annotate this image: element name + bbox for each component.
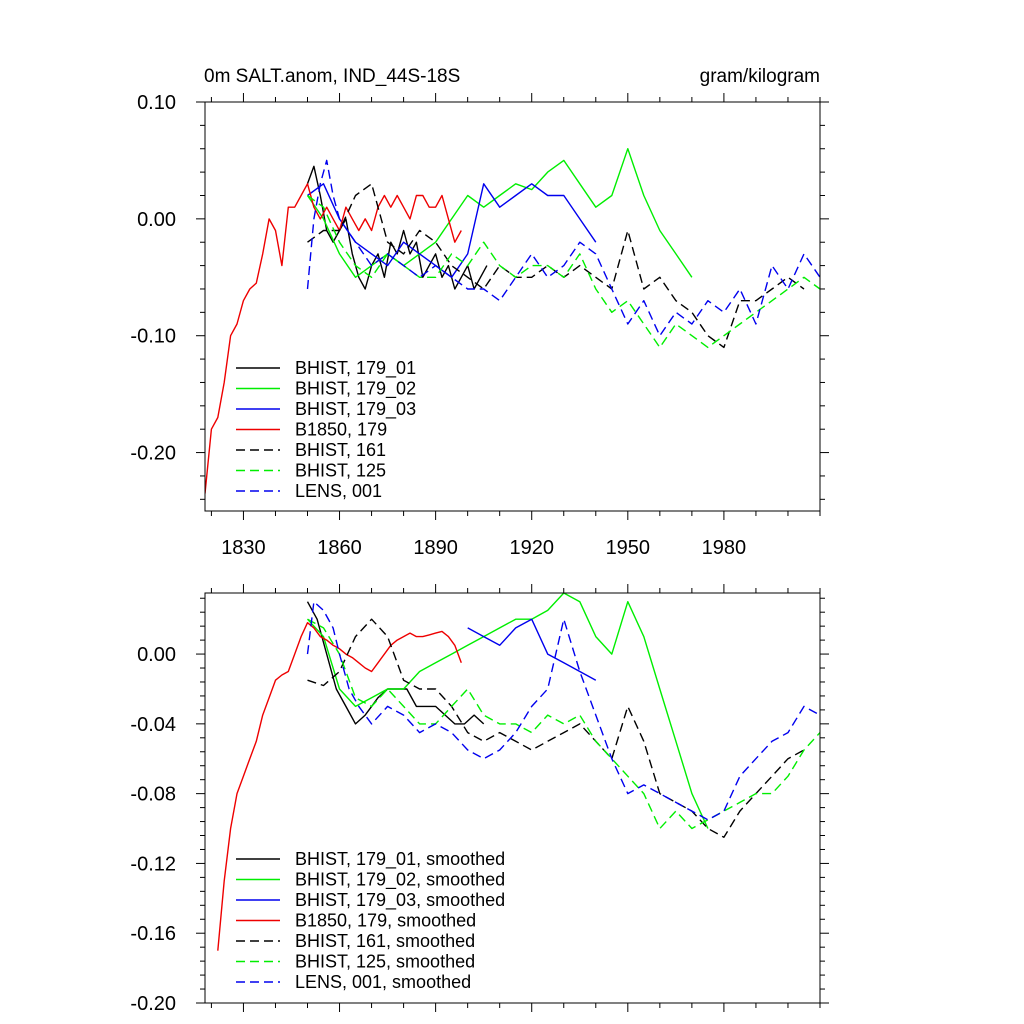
bottom-legend-label: BHIST, 161, smoothed [295,931,475,951]
bottom-chart-axes [204,592,821,1004]
bottom-series-line-5 [307,618,820,830]
bottom-ytick-label: -0.08 [130,784,176,806]
top-series-line-6 [306,159,820,337]
top-series-line-4 [307,183,805,349]
top-legend-label: BHIST, 179_02 [295,379,416,400]
bottom-legend-label: BHIST, 179_01, smoothed [295,849,505,870]
top-legend-label: BHIST, 179_03 [295,399,416,420]
bottom-legend-label: BHIST, 125, smoothed [295,952,475,972]
top-series-line-5 [307,194,820,349]
top-chart-panel: 0m SALT.anom, IND_44S-18S gram/kilogram … [130,66,829,559]
top-legend-label: LENS, 001 [295,481,382,501]
bottom-chart-ticks: 0.00 -0.04 -0.08 -0.12 -0.16 -0.20 [130,584,829,1015]
top-chart-ticks: 1830 1860 1890 1920 1950 1980 0.10 0.00 -0.10 -0.… [130,92,829,559]
bottom-legend-label: BHIST, 179_03, smoothed [295,890,505,911]
bottom-series-line-3 [217,622,462,951]
bottom-ytick-label: -0.04 [130,714,176,736]
bottom-series-line-4 [307,618,805,838]
top-xtick-label: 1860 [317,537,362,559]
top-chart-axes [204,101,821,512]
bottom-plot-frame [204,592,821,1004]
bottom-series-line-1 [306,593,709,829]
top-ytick-label: -0.10 [130,326,176,348]
top-xtick-label: 1980 [702,537,747,559]
top-chart-title: 0m SALT.anom, IND_44S-18S [204,66,460,87]
bottom-series-line-2 [467,618,597,681]
top-legend-label: BHIST, 161 [295,440,386,460]
bottom-series-line-0 [306,601,485,725]
top-plot-frame [204,101,821,512]
top-series-line-3 [205,183,462,494]
top-chart-units: gram/kilogram [700,66,820,87]
top-legend-label: B1850, 179 [295,420,387,440]
bottom-legend-label: LENS, 001, smoothed [295,972,471,992]
top-legend-label: BHIST, 179_01 [295,358,416,379]
top-ytick-label: 0.10 [137,92,176,114]
top-ytick-label: -0.20 [130,443,176,465]
top-ytick-label: 0.00 [137,209,176,231]
top-chart-series-group [205,147,820,494]
bottom-chart-panel: 0.00 -0.04 -0.08 -0.12 -0.16 -0.20 BHIST, 179… [130,584,829,1015]
top-xtick-label: 1890 [413,537,458,559]
top-series-line-1 [306,147,693,278]
top-xtick-label: 1920 [509,537,554,559]
top-legend-label: BHIST, 125 [295,461,386,481]
bottom-ytick-label: -0.20 [130,993,176,1015]
top-xtick-label: 1950 [606,537,651,559]
bottom-chart-series-group [217,593,820,951]
top-xtick-label: 1830 [221,537,266,559]
bottom-legend-label: B1850, 179, smoothed [295,911,476,931]
bottom-ytick-label: -0.16 [130,923,176,945]
bottom-ytick-label: 0.00 [137,644,176,666]
bottom-legend-label: BHIST, 179_02, smoothed [295,870,505,891]
top-series-line-0 [306,165,488,290]
bottom-ytick-label: -0.12 [130,853,176,875]
bottom-series-line-6 [306,601,820,821]
